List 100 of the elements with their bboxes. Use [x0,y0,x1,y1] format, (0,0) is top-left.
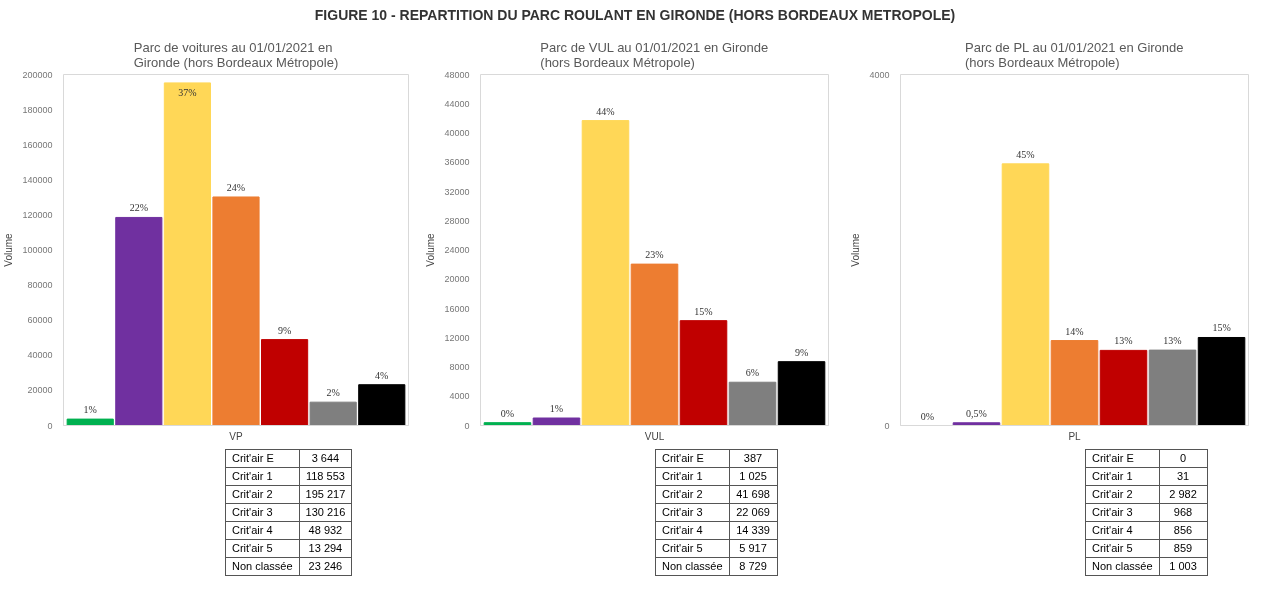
bar [777,361,826,426]
data-label: 968 [1159,503,1208,522]
category-label: Crit'air 4 [1085,521,1160,540]
annotation: 9% [794,346,809,358]
annotation: 1% [83,404,97,416]
bar [952,422,1001,426]
y-axis-title: Volume [425,232,437,267]
bar [1148,349,1197,426]
annotation: 37% [178,86,197,98]
bar [630,263,679,426]
x-axis-title: VUL [644,430,665,442]
category-label: Crit'air 3 [225,503,300,522]
y-tick-label: 16000 [444,303,470,314]
bar [115,216,163,426]
category-label: Crit'air 5 [1085,539,1160,558]
data-label: 23 246 [299,557,352,576]
y-tick-label: 100000 [22,245,53,255]
category-label: Crit'air 1 [225,467,300,486]
y-tick-label: 28000 [444,215,470,226]
y-tick-label: 180000 [22,104,53,115]
y-tick-label: 40000 [27,350,53,361]
bar [1099,349,1148,426]
annotation: 14% [1065,325,1084,337]
annotation: 44% [596,105,615,117]
data-label: 1 003 [1159,557,1208,576]
category-label: Non classée [1085,557,1160,576]
y-tick-label: 44000 [444,98,470,109]
data-label: 859 [1159,539,1208,558]
annotation: 6% [745,367,760,379]
y-tick-label: 80000 [27,280,53,291]
bar [1197,336,1246,426]
data-label: 8 729 [729,557,778,576]
data-label: 118 553 [299,467,352,486]
annotation: 15% [1212,322,1231,334]
annotation: 9% [277,324,292,336]
category-label: Crit'air 1 [655,467,730,486]
y-tick-label: 20000 [27,385,53,396]
data-label: 387 [729,449,778,468]
data-label: 3 644 [299,449,352,468]
bar [679,320,728,426]
data-label: 31 [1159,467,1208,486]
y-tick-label: 32000 [444,186,470,197]
bar [1050,340,1099,426]
chart-title: Parc de PL au 01/01/2021 en Gironde (hors Bordeaux Métropole) [965,39,1184,70]
data-label: 856 [1159,521,1208,540]
y-tick-label: 200000 [22,69,53,80]
bar [309,401,357,426]
chart-title: Parc de VUL au 01/01/2021 en Gironde (hors Bordeaux Métropole) [540,39,769,70]
y-tick-label: 120000 [22,209,53,220]
y-tick-label: 20000 [444,274,470,285]
y-tick-label: 0 [47,420,53,431]
category-label: Crit'air 1 [1085,467,1160,486]
data-label: 1 025 [729,467,778,486]
annotation: 4% [375,369,389,381]
text: FIGURE 10 - REPARTITION DU PARC ROULANT EN GIRONDE (HORS BORDEAUX METROPOLE) [313,6,957,25]
y-tick-label: 0 [464,420,470,431]
annotation: 24% [226,181,246,193]
data-label: 14 339 [729,521,778,540]
annotation: 1% [549,403,564,414]
data-label: 2 982 [1159,485,1208,504]
category-label: Crit'air 4 [655,521,730,540]
category-label: Non classée [655,557,730,576]
category-label: Non classée [225,557,300,576]
annotation: 2% [326,387,340,399]
bar [261,339,309,426]
x-axis-title: VP [229,430,243,442]
y-tick-label: 160000 [22,139,53,150]
data-label: 5 917 [729,539,778,558]
y-tick-label: 36000 [444,157,470,168]
bar [163,82,211,426]
bar [358,384,406,426]
y-tick-label: 4000 [869,69,890,80]
data-label: 13 294 [299,539,352,558]
category-label: Crit'air E [225,449,300,468]
annotation: 0% [920,410,935,422]
category-label: Crit'air 3 [1085,503,1160,522]
annotation: 22% [129,202,148,214]
y-tick-label: 48000 [444,69,470,80]
category-label: Crit'air E [1085,449,1160,468]
data-label: 22 069 [729,503,778,522]
category-label: Crit'air 2 [1085,485,1160,504]
category-label: Crit'air 2 [655,485,730,504]
y-tick-label: 140000 [22,174,53,185]
bar [532,417,581,426]
bar [66,418,114,426]
annotation: 13% [1163,335,1182,347]
category-label: Crit'air 3 [655,503,730,522]
category-label: Crit'air E [655,449,730,468]
bar [212,196,260,426]
category-label: Crit'air 5 [655,539,730,558]
annotation: 0,5% [966,407,987,419]
y-tick-label: 24000 [444,245,470,255]
y-axis-title: Volume [850,232,862,267]
data-label: 130 216 [299,503,352,522]
y-tick-label: 12000 [444,332,470,343]
y-tick-label: 4000 [449,391,470,402]
y-axis-title: Volume [3,232,15,267]
y-tick-label: 8000 [449,362,470,372]
annotation: 13% [1114,335,1133,347]
y-tick-label: 40000 [444,128,470,138]
